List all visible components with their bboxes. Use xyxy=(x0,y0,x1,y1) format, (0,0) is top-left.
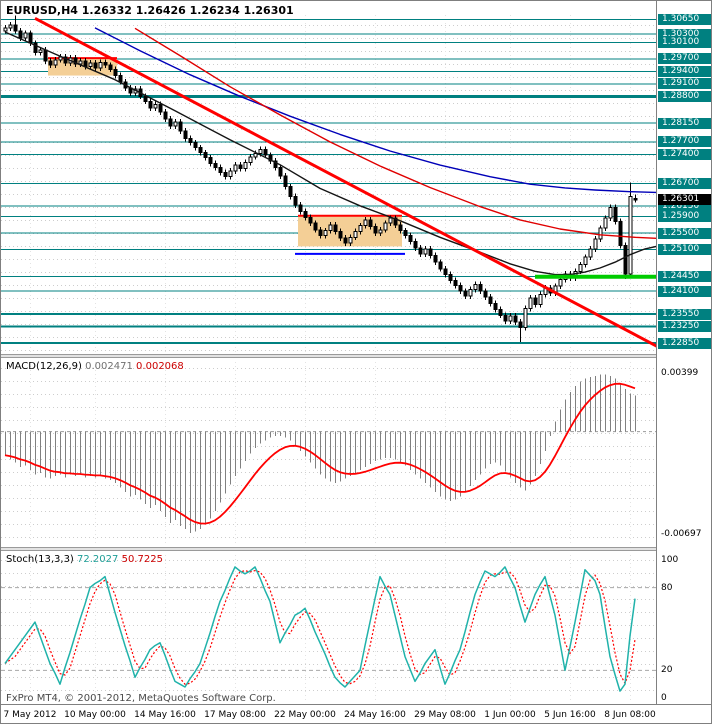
price-level-label[interactable]: 1.29100 xyxy=(658,78,711,89)
time-axis-label: 24 May 16:00 xyxy=(344,710,406,720)
macd-signal-line xyxy=(4,382,636,525)
chart-title: EURUSD,H4 1.26332 1.26426 1.26234 1.2630… xyxy=(6,4,294,17)
stoch-axis-label: 20 xyxy=(661,665,673,675)
price-scale[interactable]: 1.30650 1.30300 1.30100 1.29700 1.29400 1.291… xyxy=(656,1,711,704)
price-chart-panel[interactable]: EURUSD,H4 1.26332 1.26426 1.26234 1.2630… xyxy=(1,1,656,354)
time-axis-label: 5 Jun 16:00 xyxy=(544,710,596,720)
macd-axis-label: 0.00399 xyxy=(661,368,699,378)
ma-mid-red xyxy=(134,27,656,240)
stochastic-label: Stoch(13,3,3) 72.2027 50.7225 xyxy=(6,554,163,565)
macd-panel[interactable]: MACD(12,26,9) 0.002471 0.002068 xyxy=(1,358,656,547)
stoch-k-line xyxy=(4,566,636,692)
price-level-label[interactable]: 1.30300 xyxy=(658,29,711,40)
stoch-axis-label: 0 xyxy=(661,693,667,703)
ma-slow-blue xyxy=(94,27,656,194)
price-level-label[interactable]: 1.27700 xyxy=(658,136,711,147)
macd-signal-value: 0.002068 xyxy=(136,361,184,372)
panel-splitter-macd-stoch[interactable] xyxy=(1,547,711,551)
macd-axis-label: -0.00697 xyxy=(661,529,702,539)
price-level-label[interactable]: 1.22850 xyxy=(658,338,711,349)
time-axis-label: 17 May 08:00 xyxy=(204,710,266,720)
time-axis-label: 1 Jun 00:00 xyxy=(484,710,536,720)
time-axis-label: 22 May 00:00 xyxy=(274,710,336,720)
stoch-axis-label: 80 xyxy=(661,583,673,593)
price-level-label[interactable]: 1.27400 xyxy=(658,149,711,160)
price-level-label[interactable]: 1.29700 xyxy=(658,53,711,64)
price-level-label[interactable]: 1.25500 xyxy=(658,228,711,239)
time-axis[interactable]: 7 May 2012 10 May 00:00 14 May 16:00 17 May… xyxy=(1,704,711,723)
price-level-label[interactable]: 1.29400 xyxy=(658,66,711,77)
stochastic-k-value: 72.2027 xyxy=(77,554,119,565)
time-axis-label: 7 May 2012 xyxy=(3,710,57,720)
stochastic-panel[interactable]: Stoch(13,3,3) 72.2027 50.7225 xyxy=(1,551,656,704)
stochastic-params: Stoch(13,3,3) xyxy=(6,554,74,565)
time-axis-label: 29 May 08:00 xyxy=(414,710,476,720)
price-level-label[interactable]: 1.26150 xyxy=(658,201,711,212)
time-axis-label: 14 May 16:00 xyxy=(134,710,196,720)
trendline[interactable] xyxy=(34,16,656,350)
current-price-label: 1.26301 xyxy=(658,194,711,205)
stoch-axis-label: 100 xyxy=(661,555,679,565)
price-level-label[interactable]: 1.24450 xyxy=(658,271,711,282)
macd-params: MACD(12,26,9) xyxy=(6,361,82,372)
stoch-d-line xyxy=(4,569,636,685)
price-level-label[interactable]: 1.23250 xyxy=(658,321,711,332)
macd-main-value: 0.002471 xyxy=(85,361,133,372)
price-chart-canvas[interactable] xyxy=(1,1,656,354)
price-level-label[interactable]: 1.25100 xyxy=(658,244,711,255)
price-level-label[interactable]: 1.25900 xyxy=(658,211,711,222)
macd-histogram xyxy=(5,374,636,534)
stochastic-d-value: 50.7225 xyxy=(121,554,163,565)
price-level-label[interactable]: 1.26700 xyxy=(658,178,711,189)
macd-canvas[interactable] xyxy=(1,358,656,547)
price-level-label[interactable]: 1.28150 xyxy=(658,118,711,129)
candles-layer xyxy=(3,15,638,342)
consolidation-zones xyxy=(48,57,402,247)
price-level-label[interactable]: 1.24100 xyxy=(658,286,711,297)
price-level-label[interactable]: 1.30650 xyxy=(658,14,711,25)
macd-label: MACD(12,26,9) 0.002471 0.002068 xyxy=(6,361,184,372)
price-level-label[interactable]: 1.30100 xyxy=(658,37,711,48)
copyright-text: FxPro MT4, © 2001-2012, MetaQuotes Softw… xyxy=(6,693,276,704)
time-axis-label: 8 Jun 08:00 xyxy=(604,710,656,720)
price-level-label[interactable]: 1.28800 xyxy=(658,91,711,102)
grid-layer xyxy=(1,362,656,544)
stochastic-canvas[interactable] xyxy=(1,551,656,704)
panel-splitter-main-macd[interactable] xyxy=(1,354,711,358)
time-axis-label: 10 May 00:00 xyxy=(64,710,126,720)
support-resistance-lines xyxy=(1,19,656,345)
price-level-label[interactable]: 1.23550 xyxy=(658,309,711,320)
